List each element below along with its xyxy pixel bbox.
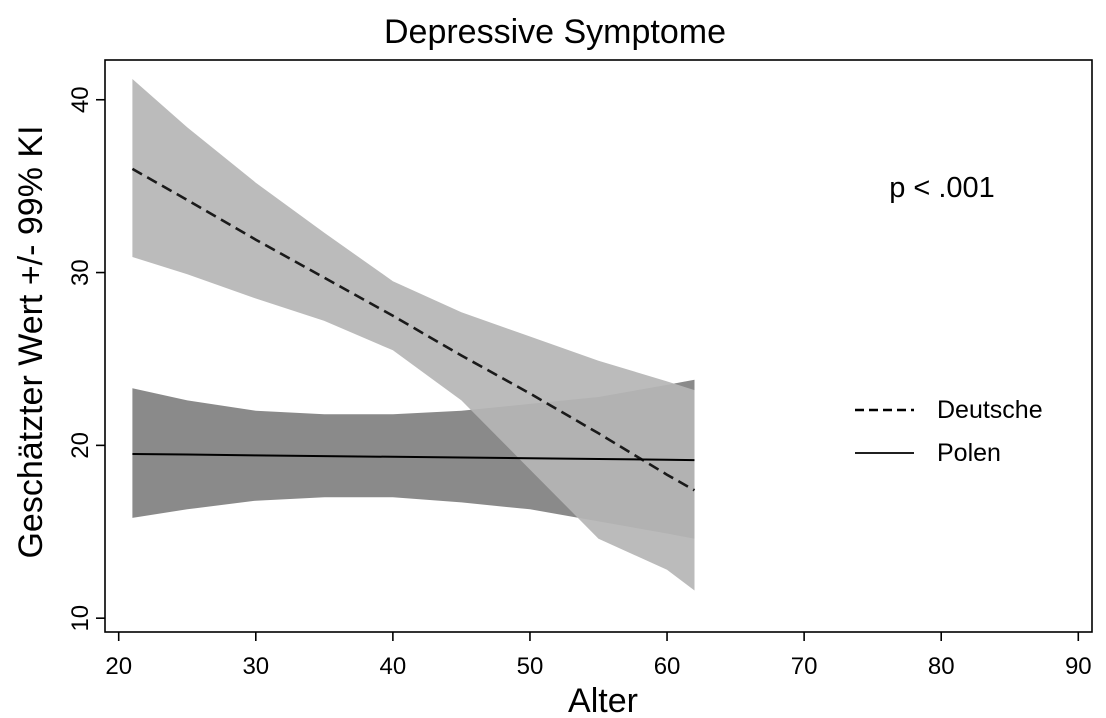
- x-axis-label: Alter: [568, 682, 638, 718]
- y-tick-label: 20: [67, 432, 94, 459]
- x-axis-ticks: 20 30 40 50 60 70 80 90: [105, 632, 1092, 680]
- ci-band-deutsche: [132, 79, 695, 591]
- x-tick-label: 20: [105, 653, 132, 680]
- legend: Deutsche Polen: [855, 396, 1043, 467]
- x-tick-label: 60: [654, 653, 681, 680]
- x-tick-label: 80: [928, 653, 955, 680]
- plot-frame: [104, 59, 1093, 633]
- legend-label-polen: Polen: [937, 439, 1001, 467]
- p-value-annotation: p < .001: [889, 172, 995, 204]
- y-tick-label: 10: [67, 605, 94, 632]
- y-tick-label: 30: [67, 259, 94, 286]
- y-tick-label: 40: [67, 86, 94, 113]
- x-tick-label: 40: [380, 653, 407, 680]
- fit-line-polen: [132, 453, 695, 462]
- fit-lines: [131, 167, 696, 492]
- fit-line-deutsche: [131, 167, 696, 492]
- confidence-bands: [132, 79, 695, 591]
- y-axis-label: Geschätzter Wert +/- 99% KI: [12, 125, 50, 558]
- chart-title: Depressive Symptome: [384, 13, 726, 51]
- x-tick-label: 70: [791, 653, 818, 680]
- y-axis-ticks: 10 20 30 40: [67, 86, 105, 632]
- legend-label-deutsche: Deutsche: [937, 396, 1043, 424]
- x-tick-label: 30: [242, 653, 269, 680]
- x-tick-label: 50: [517, 653, 544, 680]
- x-tick-label: 90: [1065, 653, 1092, 680]
